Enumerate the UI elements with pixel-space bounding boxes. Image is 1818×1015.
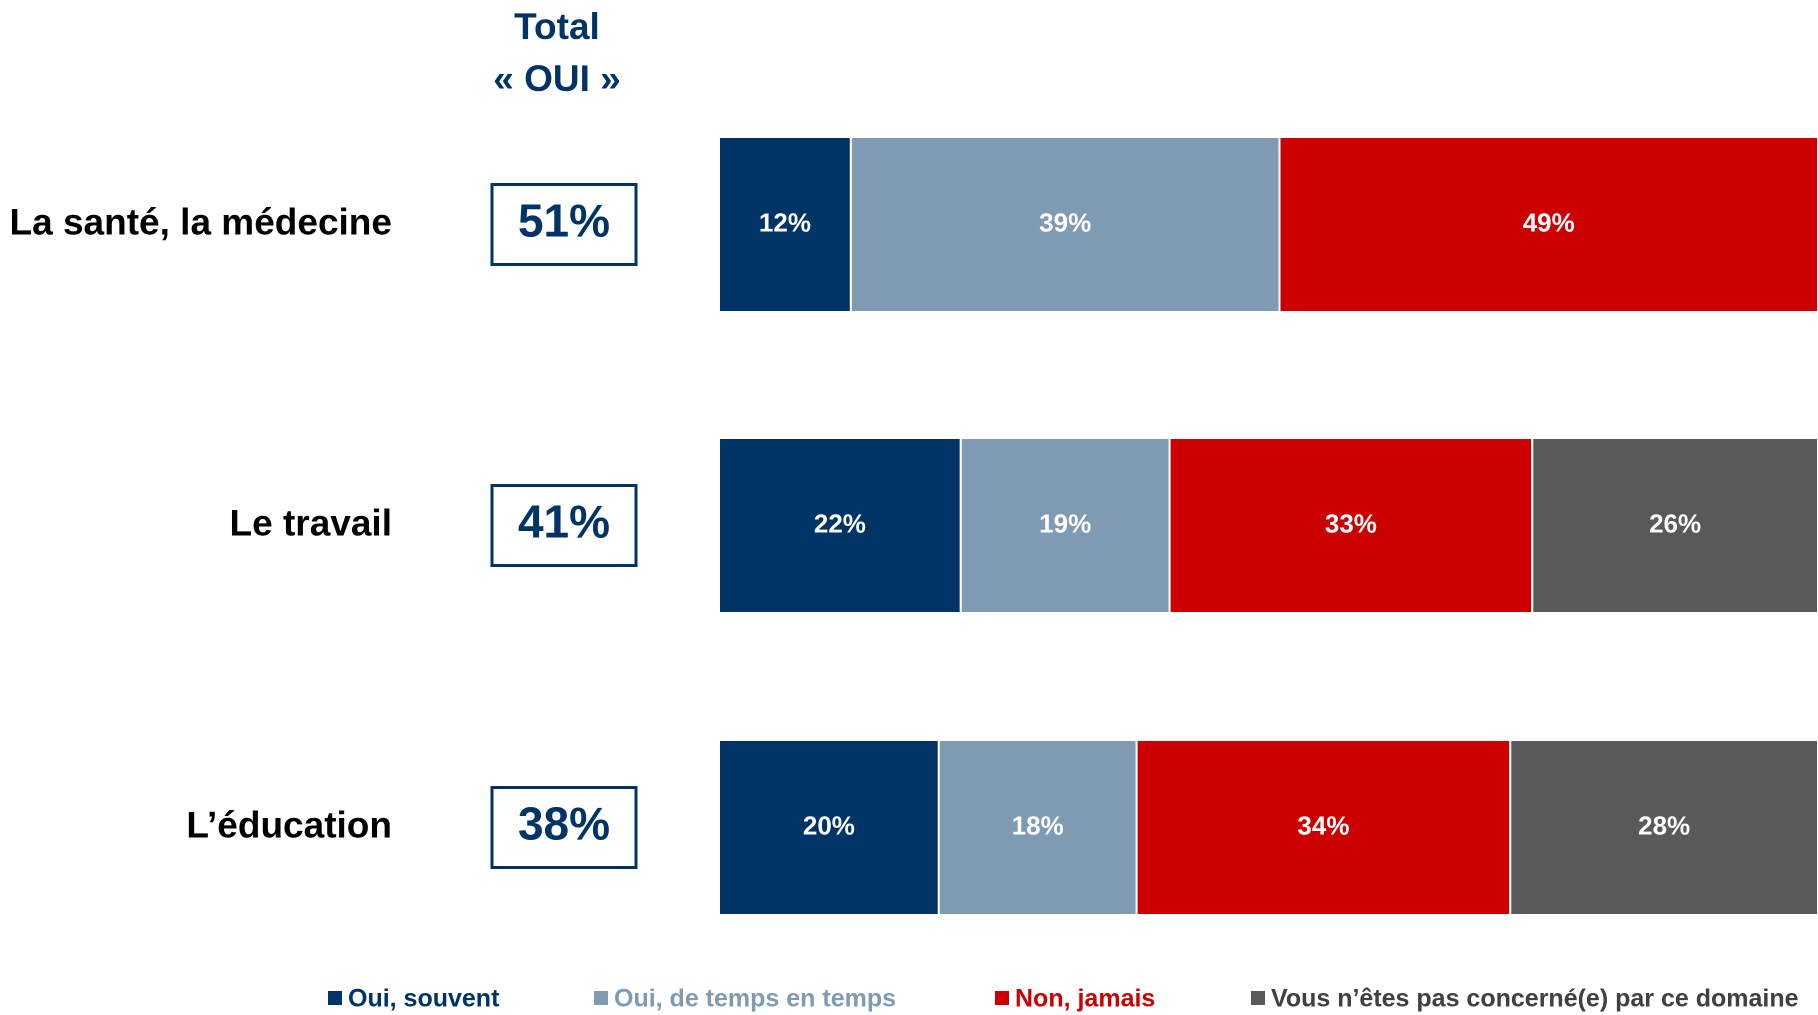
total-header: « OUI »: [493, 58, 621, 99]
bar-segment: [718, 739, 940, 916]
data-label: 39%: [1039, 207, 1091, 237]
legend-label: Vous n’êtes pas concerné(e) par ce domai…: [1271, 985, 1799, 1013]
total-value: 38%: [518, 798, 610, 850]
data-label: 33%: [1325, 508, 1377, 538]
legend-swatch: [1251, 991, 1265, 1005]
category-label: L’éducation: [186, 804, 392, 845]
total-value: 41%: [518, 496, 610, 548]
data-label: 12%: [759, 207, 811, 237]
category-label: La santé, la médecine: [9, 201, 392, 242]
legend-swatch: [328, 991, 342, 1005]
legend-label: Oui, souvent: [348, 985, 500, 1013]
data-label: 20%: [803, 810, 855, 840]
total-box: [490, 786, 638, 869]
data-label: 34%: [1297, 810, 1349, 840]
total-box: [490, 484, 638, 567]
category-label: Le travail: [230, 502, 392, 543]
total-header: Total: [514, 6, 600, 47]
data-label: 28%: [1638, 810, 1690, 840]
data-label: 26%: [1649, 508, 1701, 538]
bar-segment: [1531, 437, 1818, 614]
bar-segment: [1135, 739, 1512, 916]
bar-segment: [937, 739, 1138, 916]
data-label: 49%: [1523, 207, 1575, 237]
bar-segment: [849, 136, 1281, 313]
legend-label: Non, jamais: [1015, 985, 1155, 1013]
total-value: 51%: [518, 195, 610, 247]
legend-swatch: [995, 991, 1009, 1005]
bar-segment: [1168, 437, 1534, 614]
bar-segment: [718, 437, 962, 614]
bar-segment: [959, 437, 1171, 614]
data-label: 19%: [1039, 508, 1091, 538]
data-label: 22%: [814, 508, 866, 538]
data-label: 18%: [1012, 810, 1064, 840]
bar-segment: [718, 136, 852, 313]
total-box: [490, 183, 638, 266]
bar-segment: [1509, 739, 1818, 916]
bar-segment: [1278, 136, 1818, 313]
legend-swatch: [594, 991, 608, 1005]
legend-label: Oui, de temps en temps: [614, 985, 896, 1013]
